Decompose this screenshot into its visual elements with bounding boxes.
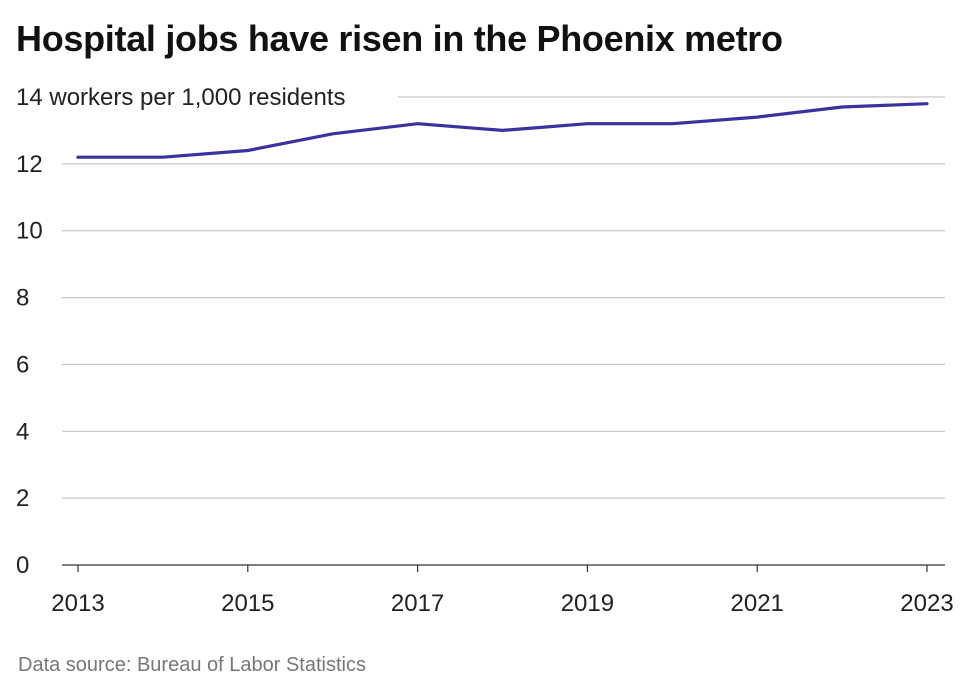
gridlines [62,96,945,566]
series-lines [76,102,929,159]
y-axis-ticks: 0 2 4 6 8 10 12 14 workers per 1,000 residents [16,84,346,579]
y-tick-label-6: 6 [16,351,29,378]
x-tick-label-2019: 2019 [561,590,614,617]
y-tick-label-4: 4 [16,418,29,445]
x-tick-label-2015: 2015 [221,590,274,617]
series-line-0 [76,102,929,159]
y-tick-label-12: 12 [16,151,43,178]
y-tick-label-14: 14 workers per 1,000 residents [16,84,346,111]
x-axis-ticks: 2013 2015 2017 2019 2021 2023 [51,565,954,617]
x-tick-label-2017: 2017 [391,590,444,617]
data-source: Data source: Bureau of Labor Statistics [18,654,366,676]
chart-title: Hospital jobs have risen in the Phoenix … [16,18,783,59]
x-tick-label-2023: 2023 [900,590,953,617]
y-tick-label-2: 2 [16,485,29,512]
y-tick-label-0: 0 [16,552,29,579]
y-tick-label-8: 8 [16,285,29,312]
y-tick-label-10: 10 [16,218,43,245]
x-tick-label-2013: 2013 [51,590,104,617]
x-tick-label-2021: 2021 [731,590,784,617]
